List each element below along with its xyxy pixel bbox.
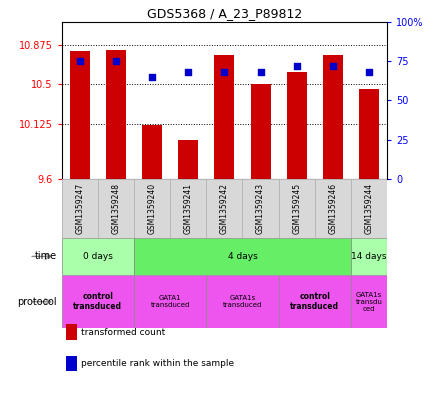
- Title: GDS5368 / A_23_P89812: GDS5368 / A_23_P89812: [147, 7, 302, 20]
- Text: 14 days: 14 days: [352, 252, 387, 261]
- Point: [330, 62, 337, 69]
- Text: GSM1359248: GSM1359248: [111, 183, 121, 234]
- Text: protocol: protocol: [18, 297, 57, 307]
- Text: GSM1359240: GSM1359240: [147, 183, 157, 234]
- Text: control
transduced: control transduced: [290, 292, 339, 311]
- Bar: [323, 55, 343, 179]
- Text: GSM1359244: GSM1359244: [365, 183, 374, 234]
- Bar: [142, 125, 162, 179]
- Bar: [214, 55, 235, 179]
- Text: GSM1359246: GSM1359246: [328, 183, 337, 234]
- Bar: [359, 89, 379, 179]
- Text: GATA1
transduced: GATA1 transduced: [150, 295, 190, 308]
- Bar: [106, 50, 126, 179]
- Bar: [70, 51, 90, 179]
- Point: [221, 69, 228, 75]
- Point: [76, 58, 83, 64]
- Bar: [279, 275, 351, 328]
- Text: time: time: [35, 252, 57, 261]
- Text: GSM1359243: GSM1359243: [256, 183, 265, 234]
- Bar: [62, 275, 134, 328]
- Text: GATA1s
transdu
ced: GATA1s transdu ced: [356, 292, 382, 312]
- Text: GSM1359242: GSM1359242: [220, 183, 229, 234]
- Point: [149, 73, 156, 80]
- Bar: [206, 275, 279, 328]
- Bar: [351, 238, 387, 275]
- Text: GATA1s
transduced: GATA1s transduced: [223, 295, 262, 308]
- Bar: [351, 275, 387, 328]
- Text: 4 days: 4 days: [227, 252, 257, 261]
- Bar: [287, 72, 307, 179]
- Bar: [178, 140, 198, 179]
- Text: transformed count: transformed count: [81, 328, 165, 336]
- Point: [185, 69, 192, 75]
- Point: [366, 69, 373, 75]
- Text: control
transduced: control transduced: [73, 292, 122, 311]
- Text: GSM1359241: GSM1359241: [184, 183, 193, 234]
- Bar: [62, 238, 134, 275]
- Point: [112, 58, 119, 64]
- Text: GSM1359247: GSM1359247: [75, 183, 84, 234]
- Text: GSM1359245: GSM1359245: [292, 183, 301, 234]
- Bar: [251, 84, 271, 179]
- Bar: [134, 238, 351, 275]
- Point: [293, 62, 300, 69]
- Text: 0 days: 0 days: [83, 252, 113, 261]
- Point: [257, 69, 264, 75]
- Bar: [134, 275, 206, 328]
- Text: percentile rank within the sample: percentile rank within the sample: [81, 359, 235, 368]
